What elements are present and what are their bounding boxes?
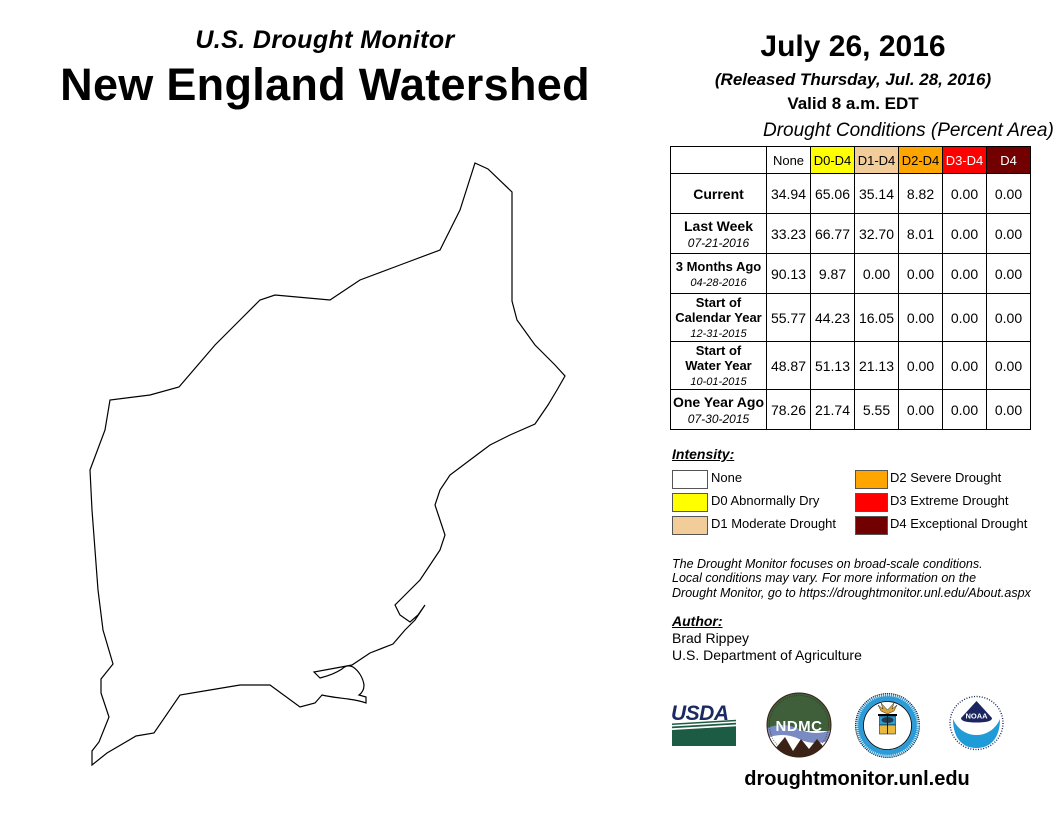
- svg-text:NOAA: NOAA: [965, 712, 988, 721]
- svg-text:NDMC: NDMC: [776, 718, 823, 735]
